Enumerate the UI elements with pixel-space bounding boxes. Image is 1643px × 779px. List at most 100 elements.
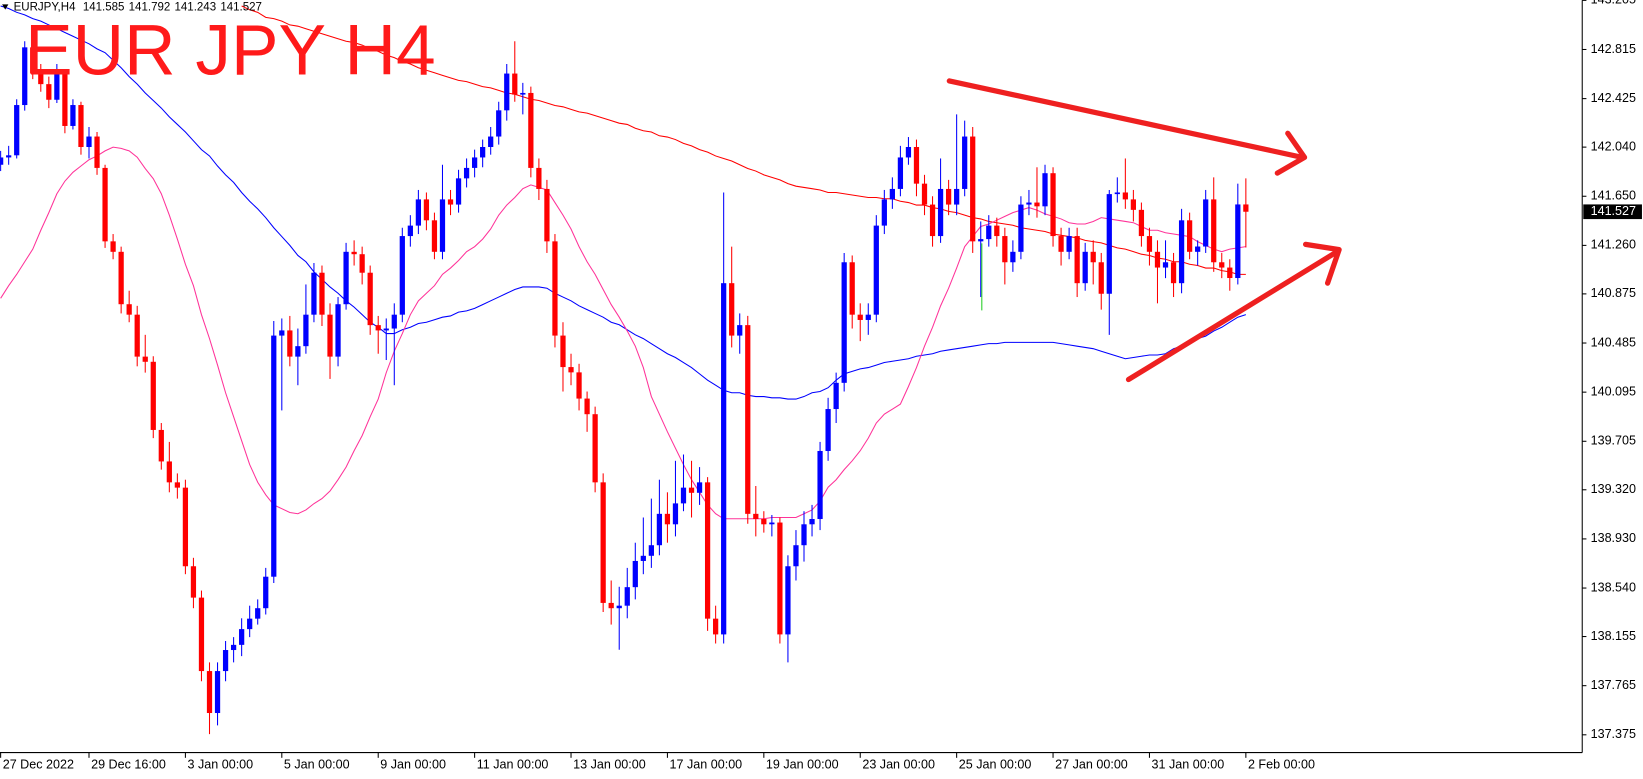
candle-body: [504, 73, 510, 111]
candle-body: [729, 283, 735, 336]
candle-body: [1211, 199, 1217, 263]
candle-body: [1122, 192, 1128, 200]
candle-body: [86, 136, 92, 147]
candle-body: [303, 314, 309, 347]
candle-body: [600, 482, 606, 603]
candle-body: [1138, 209, 1145, 237]
candle-body: [1243, 204, 1249, 212]
moving-average-line: [0, 5, 1247, 400]
candle-body: [656, 513, 663, 546]
candle-body: [1114, 192, 1120, 195]
candle-body: [399, 236, 405, 315]
x-tick-label: 19 Jan 00:00: [766, 757, 839, 771]
candle-body: [937, 188, 944, 237]
candle-body: [568, 367, 574, 373]
candle-body: [335, 304, 341, 357]
candle-body: [319, 272, 325, 315]
y-tick-label: 137.765: [1591, 678, 1636, 692]
candle-body: [889, 188, 895, 200]
current-price-box: [1583, 204, 1642, 220]
candle-body: [14, 105, 20, 156]
candle-body: [1010, 251, 1016, 263]
candle-body: [62, 73, 68, 126]
annotations: [946, 78, 1342, 383]
candle-body: [359, 254, 365, 273]
y-tick-label: 140.095: [1591, 384, 1636, 398]
candle-body: [118, 251, 124, 305]
candle-body: [970, 136, 976, 242]
candle-body: [592, 414, 598, 483]
x-tick-label: 31 Jan 00:00: [1152, 757, 1225, 771]
header-high: 141.792: [129, 2, 171, 14]
y-tick-label: 143.205: [1591, 0, 1636, 7]
y-tick-label: 141.650: [1591, 189, 1636, 203]
candle-body: [407, 225, 413, 237]
candle-body: [552, 241, 558, 336]
annotation-arrowhead: [1274, 130, 1308, 176]
y-tick-label: 139.320: [1591, 482, 1636, 496]
candle-body: [769, 522, 775, 525]
candle-body: [488, 136, 494, 147]
candle-body: [54, 73, 60, 100]
x-tick-label: 11 Jan 00:00: [477, 757, 549, 771]
candle-body: [512, 73, 518, 95]
candle-body: [455, 178, 462, 205]
y-tick-label: 137.375: [1591, 727, 1636, 741]
annotation-arrowhead: [1302, 241, 1342, 286]
candle-body: [801, 524, 807, 546]
candle-body: [1050, 173, 1056, 237]
candle-body: [102, 167, 108, 242]
candle-body: [190, 566, 197, 598]
candle-body: [447, 199, 454, 205]
candle-body: [994, 225, 1000, 237]
y-tick-label: 138.930: [1591, 531, 1636, 545]
candle-body: [929, 204, 936, 237]
candle-body: [865, 314, 871, 320]
candle-body: [833, 382, 839, 410]
chart-title: EUR JPY H4: [25, 11, 436, 91]
candle-body: [584, 398, 590, 415]
candle-body: [311, 272, 317, 315]
candle-body: [704, 482, 711, 619]
candle-body: [664, 513, 671, 525]
candle-body: [857, 314, 863, 320]
candle-body: [142, 356, 148, 362]
candle-body: [351, 251, 357, 255]
candle-body: [1098, 262, 1104, 294]
candle-body: [624, 587, 630, 606]
candle-body: [921, 183, 928, 205]
candle-body: [1058, 236, 1064, 252]
candle-body: [1195, 246, 1201, 252]
candle-body: [721, 283, 727, 635]
candle-body: [174, 482, 180, 488]
candle-body: [463, 167, 470, 179]
candle-body: [391, 314, 397, 329]
candle-body: [375, 325, 381, 331]
candle-body: [576, 372, 582, 399]
candle-body: [905, 146, 912, 158]
candle-body: [1082, 251, 1088, 284]
candle-body: [841, 262, 847, 383]
candle-body: [230, 644, 237, 651]
candle-body: [544, 188, 550, 242]
x-tick-label: 13 Jan 00:00: [573, 757, 646, 771]
candle-body: [198, 597, 205, 672]
candle-body: [1170, 262, 1177, 284]
candle-body: [214, 671, 221, 714]
candle-body: [881, 199, 887, 226]
candle-body: [1146, 236, 1153, 252]
x-tick-label: 2 Feb 00:00: [1248, 757, 1315, 771]
candle-body: [745, 325, 751, 514]
candle-body: [6, 155, 12, 158]
x-tick-label: 27 Dec 2022: [3, 757, 74, 771]
y-tick-label: 141.260: [1591, 238, 1636, 252]
candle-body: [0, 157, 4, 165]
candle-body: [415, 199, 422, 226]
candle-body: [158, 429, 164, 462]
candle-body: [239, 629, 245, 645]
header-close: 141.527: [220, 2, 262, 14]
candle-body: [134, 314, 140, 357]
candle-body: [431, 220, 438, 252]
candle-body: [817, 450, 823, 520]
y-tick-label: 142.815: [1591, 42, 1636, 56]
